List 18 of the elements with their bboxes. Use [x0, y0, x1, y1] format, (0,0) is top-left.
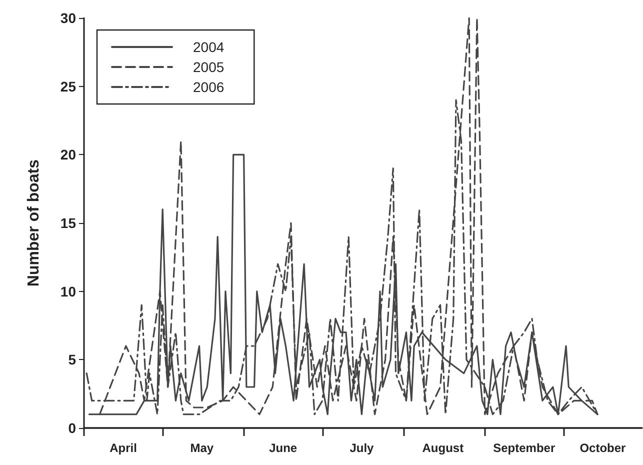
y-tick-label: 5 [68, 352, 76, 368]
x-tick-label: April [110, 441, 137, 455]
x-tick-label: August [422, 441, 464, 455]
x-tick-label: May [190, 441, 214, 455]
y-tick-label: 0 [68, 420, 76, 436]
x-tick-label: July [350, 441, 374, 455]
y-axis-title: Number of boats [26, 159, 42, 287]
y-tick-label: 25 [60, 78, 76, 94]
y-tick-label: 10 [60, 283, 76, 300]
y-tick-label: 20 [60, 146, 76, 163]
y-tick-label: 30 [60, 10, 76, 26]
y-tick-label: 15 [60, 215, 76, 231]
legend-label: 2005 [193, 59, 224, 75]
x-tick-label: October [580, 441, 626, 455]
legend-label: 2006 [193, 79, 224, 95]
legend-label: 2004 [193, 39, 224, 55]
x-tick-label: June [269, 441, 298, 455]
x-tick-label: September [493, 441, 556, 455]
